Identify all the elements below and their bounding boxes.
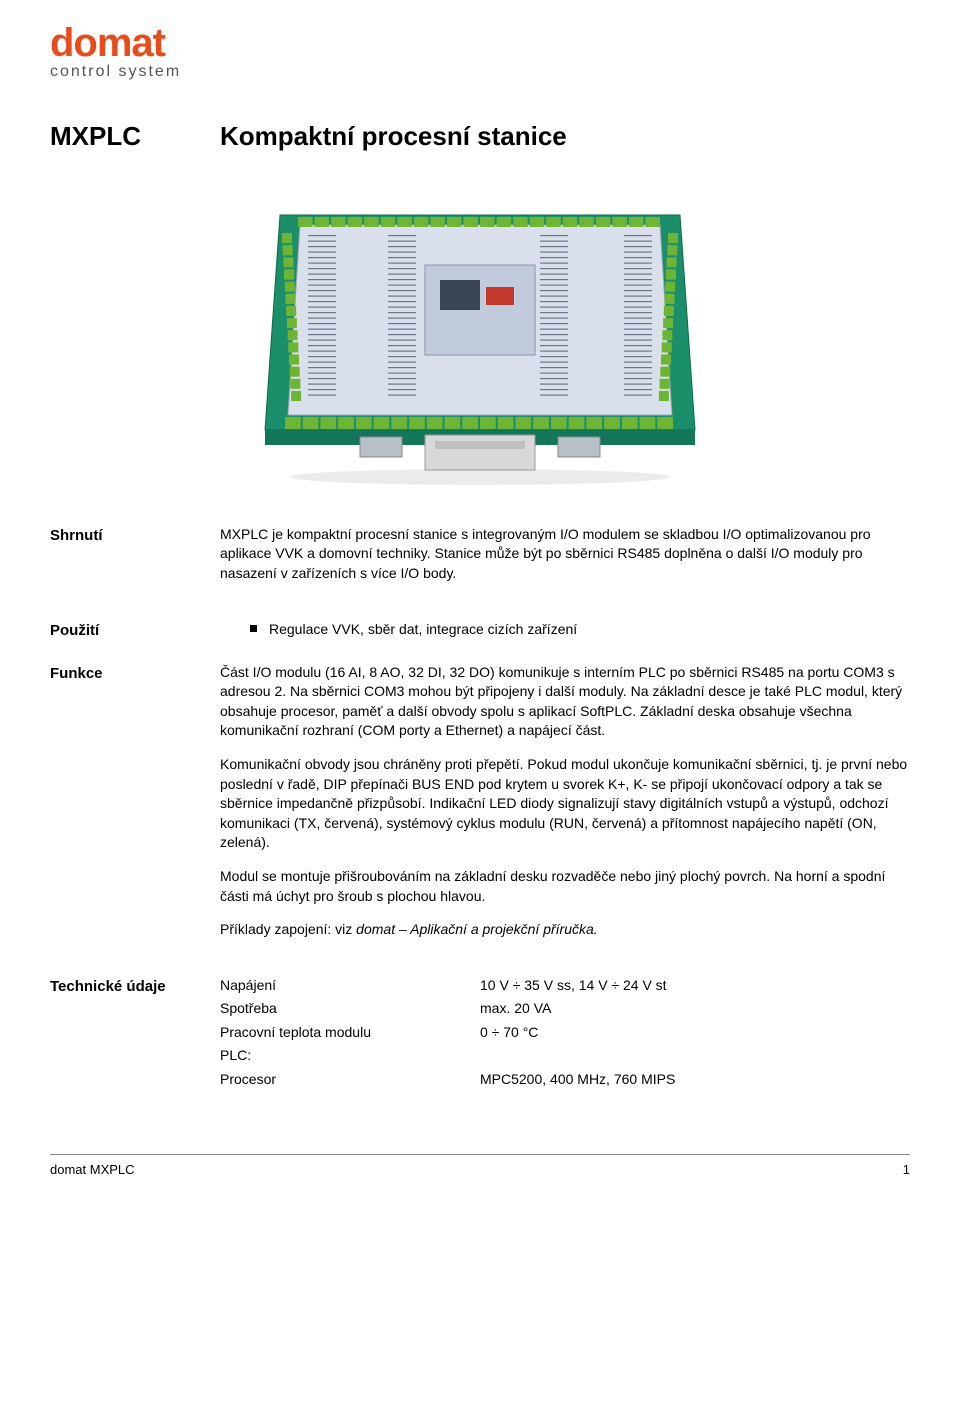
func-p4-italic: domat – Aplikační a projekční příručka.: [356, 921, 598, 937]
spec-value: MPC5200, 400 MHz, 760 MIPS: [480, 1070, 910, 1090]
spec-key: Napájení: [220, 976, 480, 996]
func-p4-prefix: Příklady zapojení: viz: [220, 921, 356, 937]
summary-body: MXPLC je kompaktní procesní stanice s in…: [220, 525, 910, 598]
spec-row: Pracovní teplota modulu0 ÷ 70 °C: [220, 1023, 910, 1043]
logo: domat control system: [50, 25, 910, 83]
logo-sub-text: control system: [50, 61, 910, 83]
summary-label: Shrnutí: [50, 525, 220, 598]
func-p4: Příklady zapojení: viz domat – Aplikační…: [220, 920, 910, 940]
spec-key: Spotřeba: [220, 999, 480, 1019]
func-label: Funkce: [50, 663, 220, 954]
spec-value: 0 ÷ 70 °C: [480, 1023, 910, 1043]
footer-left: domat MXPLC: [50, 1161, 135, 1179]
spec-key: Procesor: [220, 1070, 480, 1090]
section-use: Použití Regulace VVK, sběr dat, integrac…: [50, 620, 910, 641]
spec-row: Napájení10 V ÷ 35 V ss, 14 V ÷ 24 V st: [220, 976, 910, 996]
use-label: Použití: [50, 620, 220, 641]
section-tech: Technické údaje Napájení10 V ÷ 35 V ss, …: [50, 976, 910, 1094]
use-item-text: Regulace VVK, sběr dat, integrace cizích…: [269, 620, 577, 640]
footer: domat MXPLC 1: [50, 1154, 910, 1179]
use-body: Regulace VVK, sběr dat, integrace cizích…: [220, 620, 910, 641]
tech-body: Napájení10 V ÷ 35 V ss, 14 V ÷ 24 V stSp…: [220, 976, 910, 1094]
section-summary: Shrnutí MXPLC je kompaktní procesní stan…: [50, 525, 910, 598]
summary-text: MXPLC je kompaktní procesní stanice s in…: [220, 525, 910, 584]
spec-value: [480, 1046, 910, 1066]
bullet-icon: [250, 625, 257, 632]
title-row: MXPLC Kompaktní procesní stanice: [50, 118, 910, 154]
spec-row: PLC:: [220, 1046, 910, 1066]
spec-key: Pracovní teplota modulu: [220, 1023, 480, 1043]
use-item: Regulace VVK, sběr dat, integrace cizích…: [250, 620, 910, 640]
spec-row: Spotřebamax. 20 VA: [220, 999, 910, 1019]
spec-row: ProcesorMPC5200, 400 MHz, 760 MIPS: [220, 1070, 910, 1090]
section-func: Funkce Část I/O modulu (16 AI, 8 AO, 32 …: [50, 663, 910, 954]
product-name: Kompaktní procesní stanice: [220, 118, 567, 154]
func-p3: Modul se montuje přišroubováním na zákla…: [220, 867, 910, 906]
logo-main-text: domat: [50, 25, 910, 61]
func-p2: Komunikační obvody jsou chráněny proti p…: [220, 755, 910, 853]
product-code: MXPLC: [50, 118, 220, 154]
tech-label: Technické údaje: [50, 976, 220, 1094]
func-p1: Část I/O modulu (16 AI, 8 AO, 32 DI, 32 …: [220, 663, 910, 741]
func-body: Část I/O modulu (16 AI, 8 AO, 32 DI, 32 …: [220, 663, 910, 954]
product-image: [50, 175, 910, 485]
footer-right: 1: [903, 1161, 910, 1179]
spec-value: max. 20 VA: [480, 999, 910, 1019]
spec-key: PLC:: [220, 1046, 480, 1066]
spec-value: 10 V ÷ 35 V ss, 14 V ÷ 24 V st: [480, 976, 910, 996]
pcb-illustration: [260, 175, 700, 485]
